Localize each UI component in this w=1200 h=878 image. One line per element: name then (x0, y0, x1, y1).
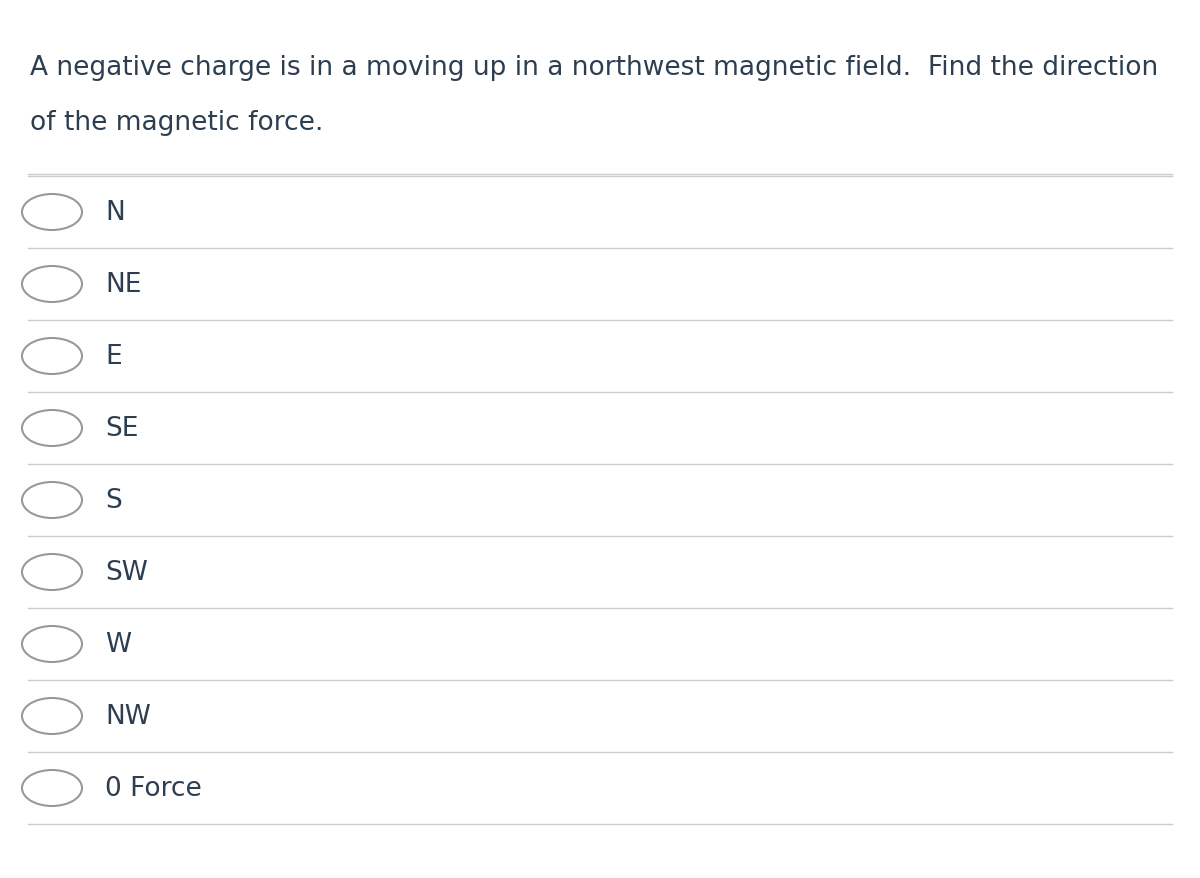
Text: NW: NW (106, 703, 151, 729)
Text: A negative charge is in a moving up in a northwest magnetic field.  Find the dir: A negative charge is in a moving up in a… (30, 55, 1158, 81)
Text: W: W (106, 631, 131, 658)
Text: NE: NE (106, 271, 142, 298)
Text: E: E (106, 343, 121, 370)
Text: N: N (106, 200, 125, 226)
Text: 0 Force: 0 Force (106, 775, 202, 801)
Text: SW: SW (106, 559, 148, 586)
Text: SE: SE (106, 415, 138, 442)
Text: of the magnetic force.: of the magnetic force. (30, 110, 323, 136)
Text: S: S (106, 487, 121, 514)
